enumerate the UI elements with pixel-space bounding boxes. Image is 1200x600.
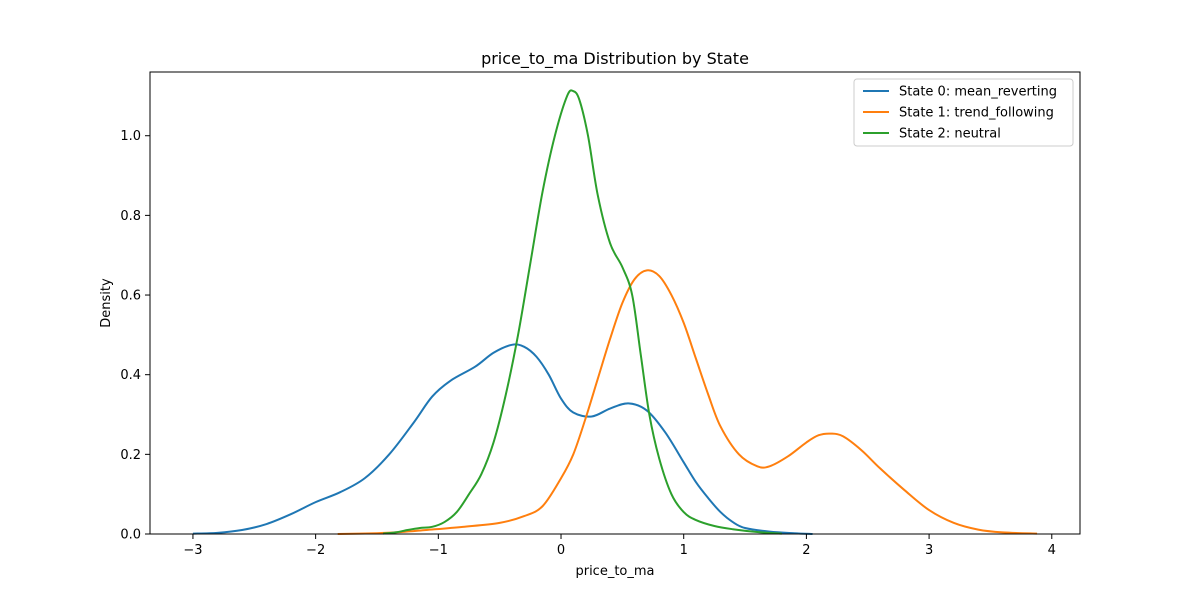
legend-label-1: State 1: trend_following — [899, 106, 1054, 121]
x-tick-label: 3 — [925, 543, 933, 558]
series-line-0 — [192, 343, 813, 535]
y-tick-label: 0.6 — [120, 289, 141, 304]
legend: State 0: mean_reverting State 1: trend_fo… — [853, 78, 1074, 147]
x-tick-label: −3 — [183, 543, 202, 558]
chart-title: price_to_ma Distribution by State — [481, 49, 749, 69]
x-tick-label: 0 — [557, 543, 565, 558]
y-tick-label: 0.4 — [120, 368, 141, 383]
plot-area — [192, 89, 1038, 535]
x-tick-label: 1 — [680, 543, 688, 558]
y-tick-label: 0.8 — [120, 209, 141, 224]
legend-label-2: State 2: neutral — [899, 127, 1001, 142]
x-tick-label: −2 — [306, 543, 325, 558]
axes: −3 −2 −1 0 1 2 3 4 0.0 0.2 0.4 0.6 0.8 1.0 — [120, 129, 1056, 558]
x-axis-label: price_to_ma — [575, 564, 654, 579]
y-tick-label: 0.0 — [120, 528, 141, 543]
legend-box — [853, 78, 1074, 147]
x-tick-label: 2 — [802, 543, 810, 558]
series-line-2 — [383, 89, 782, 535]
x-tick-label: −1 — [429, 543, 448, 558]
y-tick-label: 1.0 — [120, 129, 141, 144]
plot-frame — [149, 71, 1081, 535]
legend-label-0: State 0: mean_reverting — [899, 85, 1057, 100]
x-tick-label: 4 — [1048, 543, 1056, 558]
y-tick-label: 0.2 — [120, 448, 141, 463]
series-line-1 — [337, 269, 1038, 535]
y-axis-label: Density — [99, 278, 114, 328]
